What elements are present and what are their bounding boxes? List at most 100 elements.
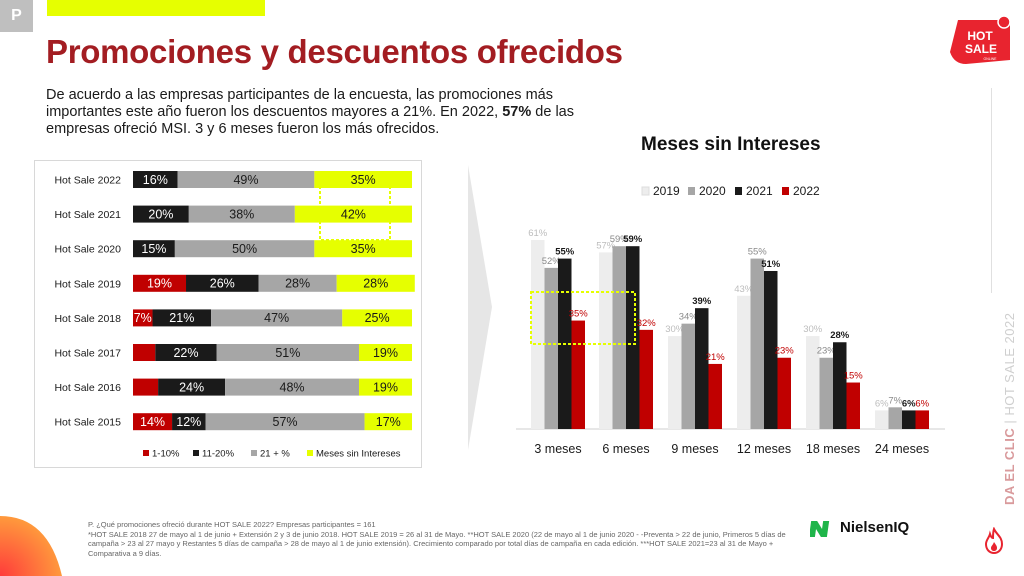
- legend-swatch: [688, 187, 695, 195]
- segment-value-label: 7%: [134, 311, 152, 325]
- stacked-bar-segment: [133, 344, 156, 361]
- segment-value-label: 22%: [173, 346, 198, 360]
- column-value-label: 61%: [528, 228, 548, 239]
- category-label: Hot Sale 2016: [54, 382, 121, 394]
- column-value-label: 28%: [830, 330, 850, 341]
- segment-value-label: 35%: [351, 173, 376, 187]
- column-value-label: 51%: [761, 259, 781, 270]
- column-value-label: 59%: [610, 234, 630, 245]
- x-category-label: 12 meses: [737, 442, 791, 456]
- stacked-bar-segment: [211, 309, 343, 327]
- segment-value-label: 14%: [140, 415, 165, 429]
- segment-value-label: 17%: [376, 415, 401, 429]
- msi-chart-title: Meses sin Intereses: [641, 134, 821, 155]
- stacked-bar-segment: [133, 413, 173, 431]
- column-bar: [626, 246, 640, 429]
- logo-flame-dot: [997, 15, 1011, 29]
- column-bar: [599, 252, 613, 429]
- segment-value-label: 28%: [363, 277, 388, 291]
- column-bar: [737, 295, 751, 429]
- column-value-label: 21%: [706, 352, 726, 363]
- stacked-bar-segment: [186, 274, 259, 292]
- stacked-bar-segment: [133, 274, 187, 292]
- stacked-bar-segment: [133, 171, 178, 188]
- segment-value-label: 26%: [210, 277, 235, 291]
- segment-value-label: 12%: [176, 415, 201, 429]
- stacked-bar-segment: [177, 171, 315, 188]
- legend-label: Meses sin Intereses: [316, 449, 401, 460]
- category-label: Hot Sale 2021: [54, 209, 121, 221]
- category-label: Hot Sale 2017: [54, 348, 121, 360]
- nielsen-logo-text: NielsenIQ: [840, 519, 910, 536]
- stacked-bar-segment: [172, 413, 206, 431]
- segment-value-label: 19%: [147, 277, 172, 291]
- column-bar: [708, 363, 722, 429]
- column-bar: [750, 258, 764, 429]
- x-category-label: 6 meses: [602, 442, 649, 456]
- stacked-bar-segment: [364, 413, 412, 431]
- stacked-bar-segment: [133, 205, 189, 223]
- column-bar: [668, 336, 682, 429]
- x-category-label: 9 meses: [671, 442, 718, 456]
- nielsen-logo-mark: [810, 521, 830, 537]
- legend-label: 1-10%: [152, 449, 180, 460]
- segment-value-label: 21%: [169, 311, 194, 325]
- logo-line-3: ONLINE: [983, 57, 997, 61]
- column-bar: [819, 357, 833, 429]
- segment-value-label: 35%: [351, 242, 376, 256]
- segment-value-label: 19%: [373, 380, 398, 394]
- legend-label: 2021: [746, 184, 773, 198]
- intro-text-1: De acuerdo a las empresas participantes …: [46, 87, 553, 120]
- page-title: Promociones y descuentos ofrecidos: [46, 33, 623, 70]
- column-bar: [531, 240, 545, 429]
- column-value-label: 23%: [775, 346, 795, 357]
- logo-line-2: SALE: [965, 42, 997, 56]
- column-value-label: 23%: [817, 346, 837, 357]
- stacked-bar-segment: [158, 378, 226, 396]
- flame-icon: [984, 527, 1004, 555]
- column-value-label: 55%: [555, 247, 575, 258]
- section-badge: P: [0, 0, 33, 32]
- stacked-bar-segment: [133, 240, 175, 258]
- highlight-box-left: [319, 185, 391, 241]
- segment-value-label: 50%: [232, 242, 257, 256]
- column-value-label: 6%: [915, 398, 929, 409]
- stacked-bar-segment: [225, 378, 359, 396]
- column-value-label: 34%: [679, 312, 699, 323]
- stacked-bar-segment: [188, 205, 295, 223]
- x-category-label: 3 meses: [534, 442, 581, 456]
- stacked-bar-segment: [155, 344, 217, 361]
- segment-value-label: 25%: [365, 311, 390, 325]
- legend-label: 21 + %: [260, 449, 290, 460]
- stacked-bar-segment: [152, 309, 212, 327]
- column-bar: [777, 357, 791, 429]
- stacked-bar-segment: [314, 171, 412, 188]
- column-bar: [875, 410, 889, 429]
- column-bar: [915, 410, 929, 429]
- hot-sale-logo: HOT SALE ONLINE: [950, 15, 1011, 64]
- column-bar: [571, 320, 585, 429]
- segment-value-label: 42%: [341, 207, 366, 221]
- segment-value-label: 19%: [373, 346, 398, 360]
- category-label: Hot Sale 2022: [54, 175, 121, 187]
- column-value-label: 35%: [569, 309, 589, 320]
- column-bar: [833, 342, 847, 429]
- stacked-bar-segment: [216, 344, 359, 361]
- legend-swatch: [641, 186, 650, 196]
- column-bar: [806, 336, 820, 429]
- intro-text-2: de las empresas ofreció MSI. 3 y 6 meses…: [46, 104, 574, 137]
- column-value-label: 57%: [596, 240, 616, 251]
- column-value-label: 15%: [844, 371, 864, 382]
- column-value-label: 6%: [875, 398, 889, 409]
- column-value-label: 30%: [803, 324, 823, 335]
- stacked-bar-segment: [205, 413, 365, 431]
- category-label: Hot Sale 2020: [54, 244, 121, 256]
- category-label: Hot Sale 2018: [54, 313, 121, 325]
- stacked-bar-segment: [174, 240, 315, 258]
- stacked-bar-segment: [342, 309, 412, 327]
- column-bar: [639, 329, 653, 429]
- legend-label: 2020: [699, 184, 726, 198]
- stacked-bar-segment: [314, 240, 412, 258]
- category-label: Hot Sale 2019: [54, 278, 121, 290]
